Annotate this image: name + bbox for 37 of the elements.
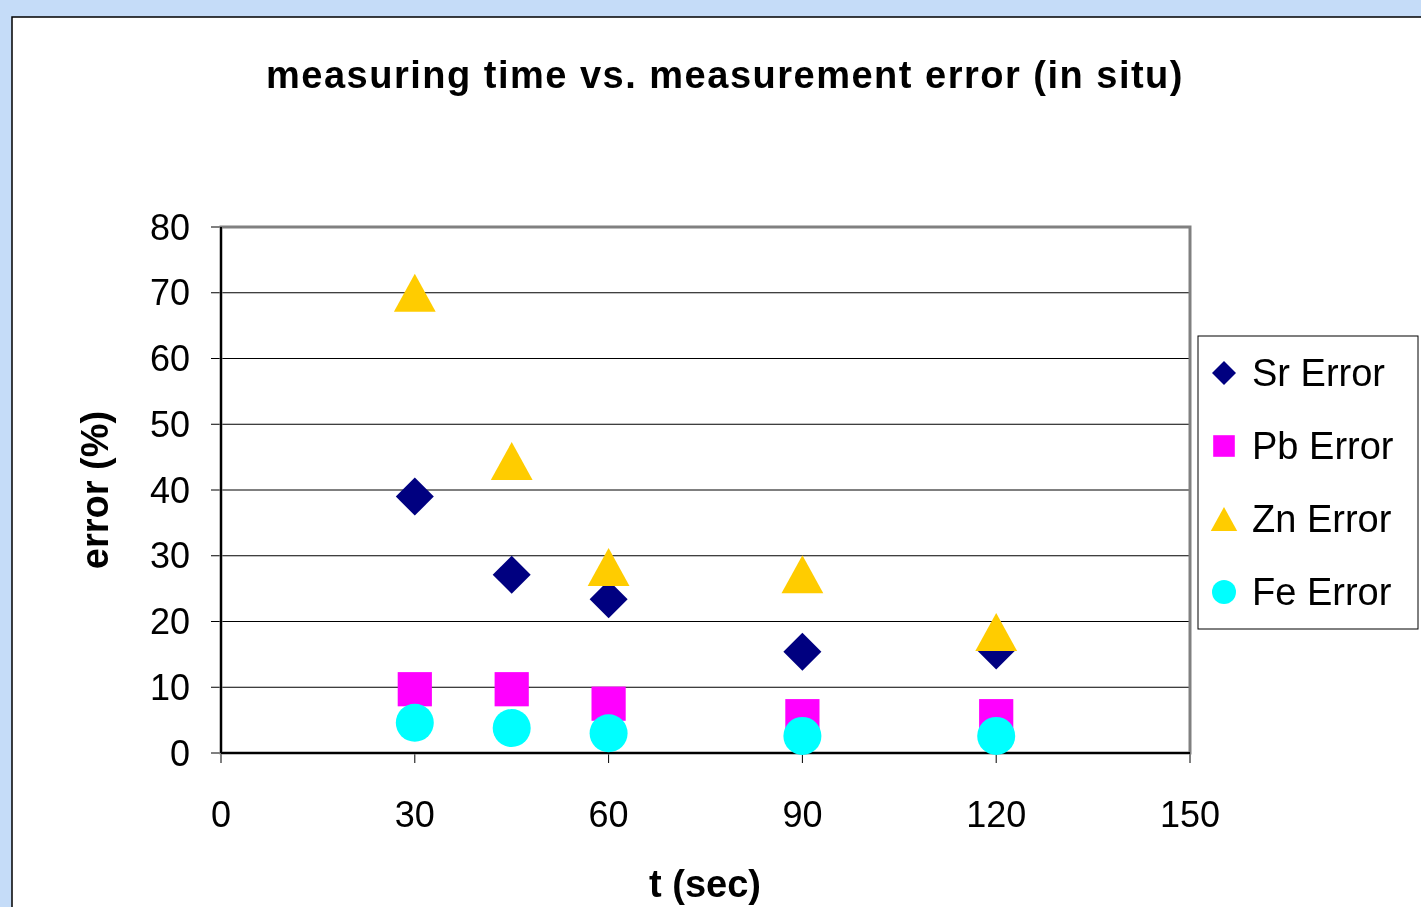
point — [587, 547, 630, 586]
point — [781, 555, 824, 594]
x-tick-label: 120 — [966, 794, 1027, 835]
legend-label: Zn Error — [1252, 498, 1392, 541]
point — [492, 709, 531, 748]
legend-label: Fe Error — [1252, 571, 1392, 614]
legend-label: Pb Error — [1252, 425, 1394, 468]
x-tick-label: 30 — [394, 794, 435, 835]
x-tick-label: 60 — [588, 794, 629, 835]
point — [393, 273, 436, 312]
y-tick-label: 50 — [149, 403, 190, 445]
point — [589, 714, 628, 753]
point — [494, 672, 529, 707]
x-tick-label: 0 — [210, 794, 232, 835]
point — [395, 703, 434, 742]
y-tick-label: 80 — [149, 206, 190, 248]
y-tick-label: 70 — [149, 272, 190, 314]
x-axis-title: t (sec) — [649, 863, 761, 905]
point — [975, 613, 1018, 652]
point — [977, 716, 1016, 755]
y-tick-label: 40 — [149, 469, 190, 511]
y-tick-label: 0 — [169, 732, 190, 774]
point — [492, 555, 531, 594]
point — [783, 632, 822, 671]
y-tick-label: 20 — [149, 601, 190, 643]
y-tick-label: 30 — [149, 535, 190, 577]
point — [395, 477, 434, 516]
point — [783, 716, 822, 755]
y-axis-title: error (%) — [74, 410, 116, 570]
x-tick-label: 90 — [782, 794, 823, 835]
y-tick-label: 60 — [149, 338, 190, 380]
point — [490, 442, 533, 481]
x-tick-label: 150 — [1159, 794, 1221, 835]
y-tick-label: 10 — [149, 666, 190, 708]
legend-label: Sr Error — [1252, 352, 1386, 395]
point — [397, 672, 432, 707]
chart-title: measuring time vs. measurement error (in situ) — [266, 54, 1184, 96]
